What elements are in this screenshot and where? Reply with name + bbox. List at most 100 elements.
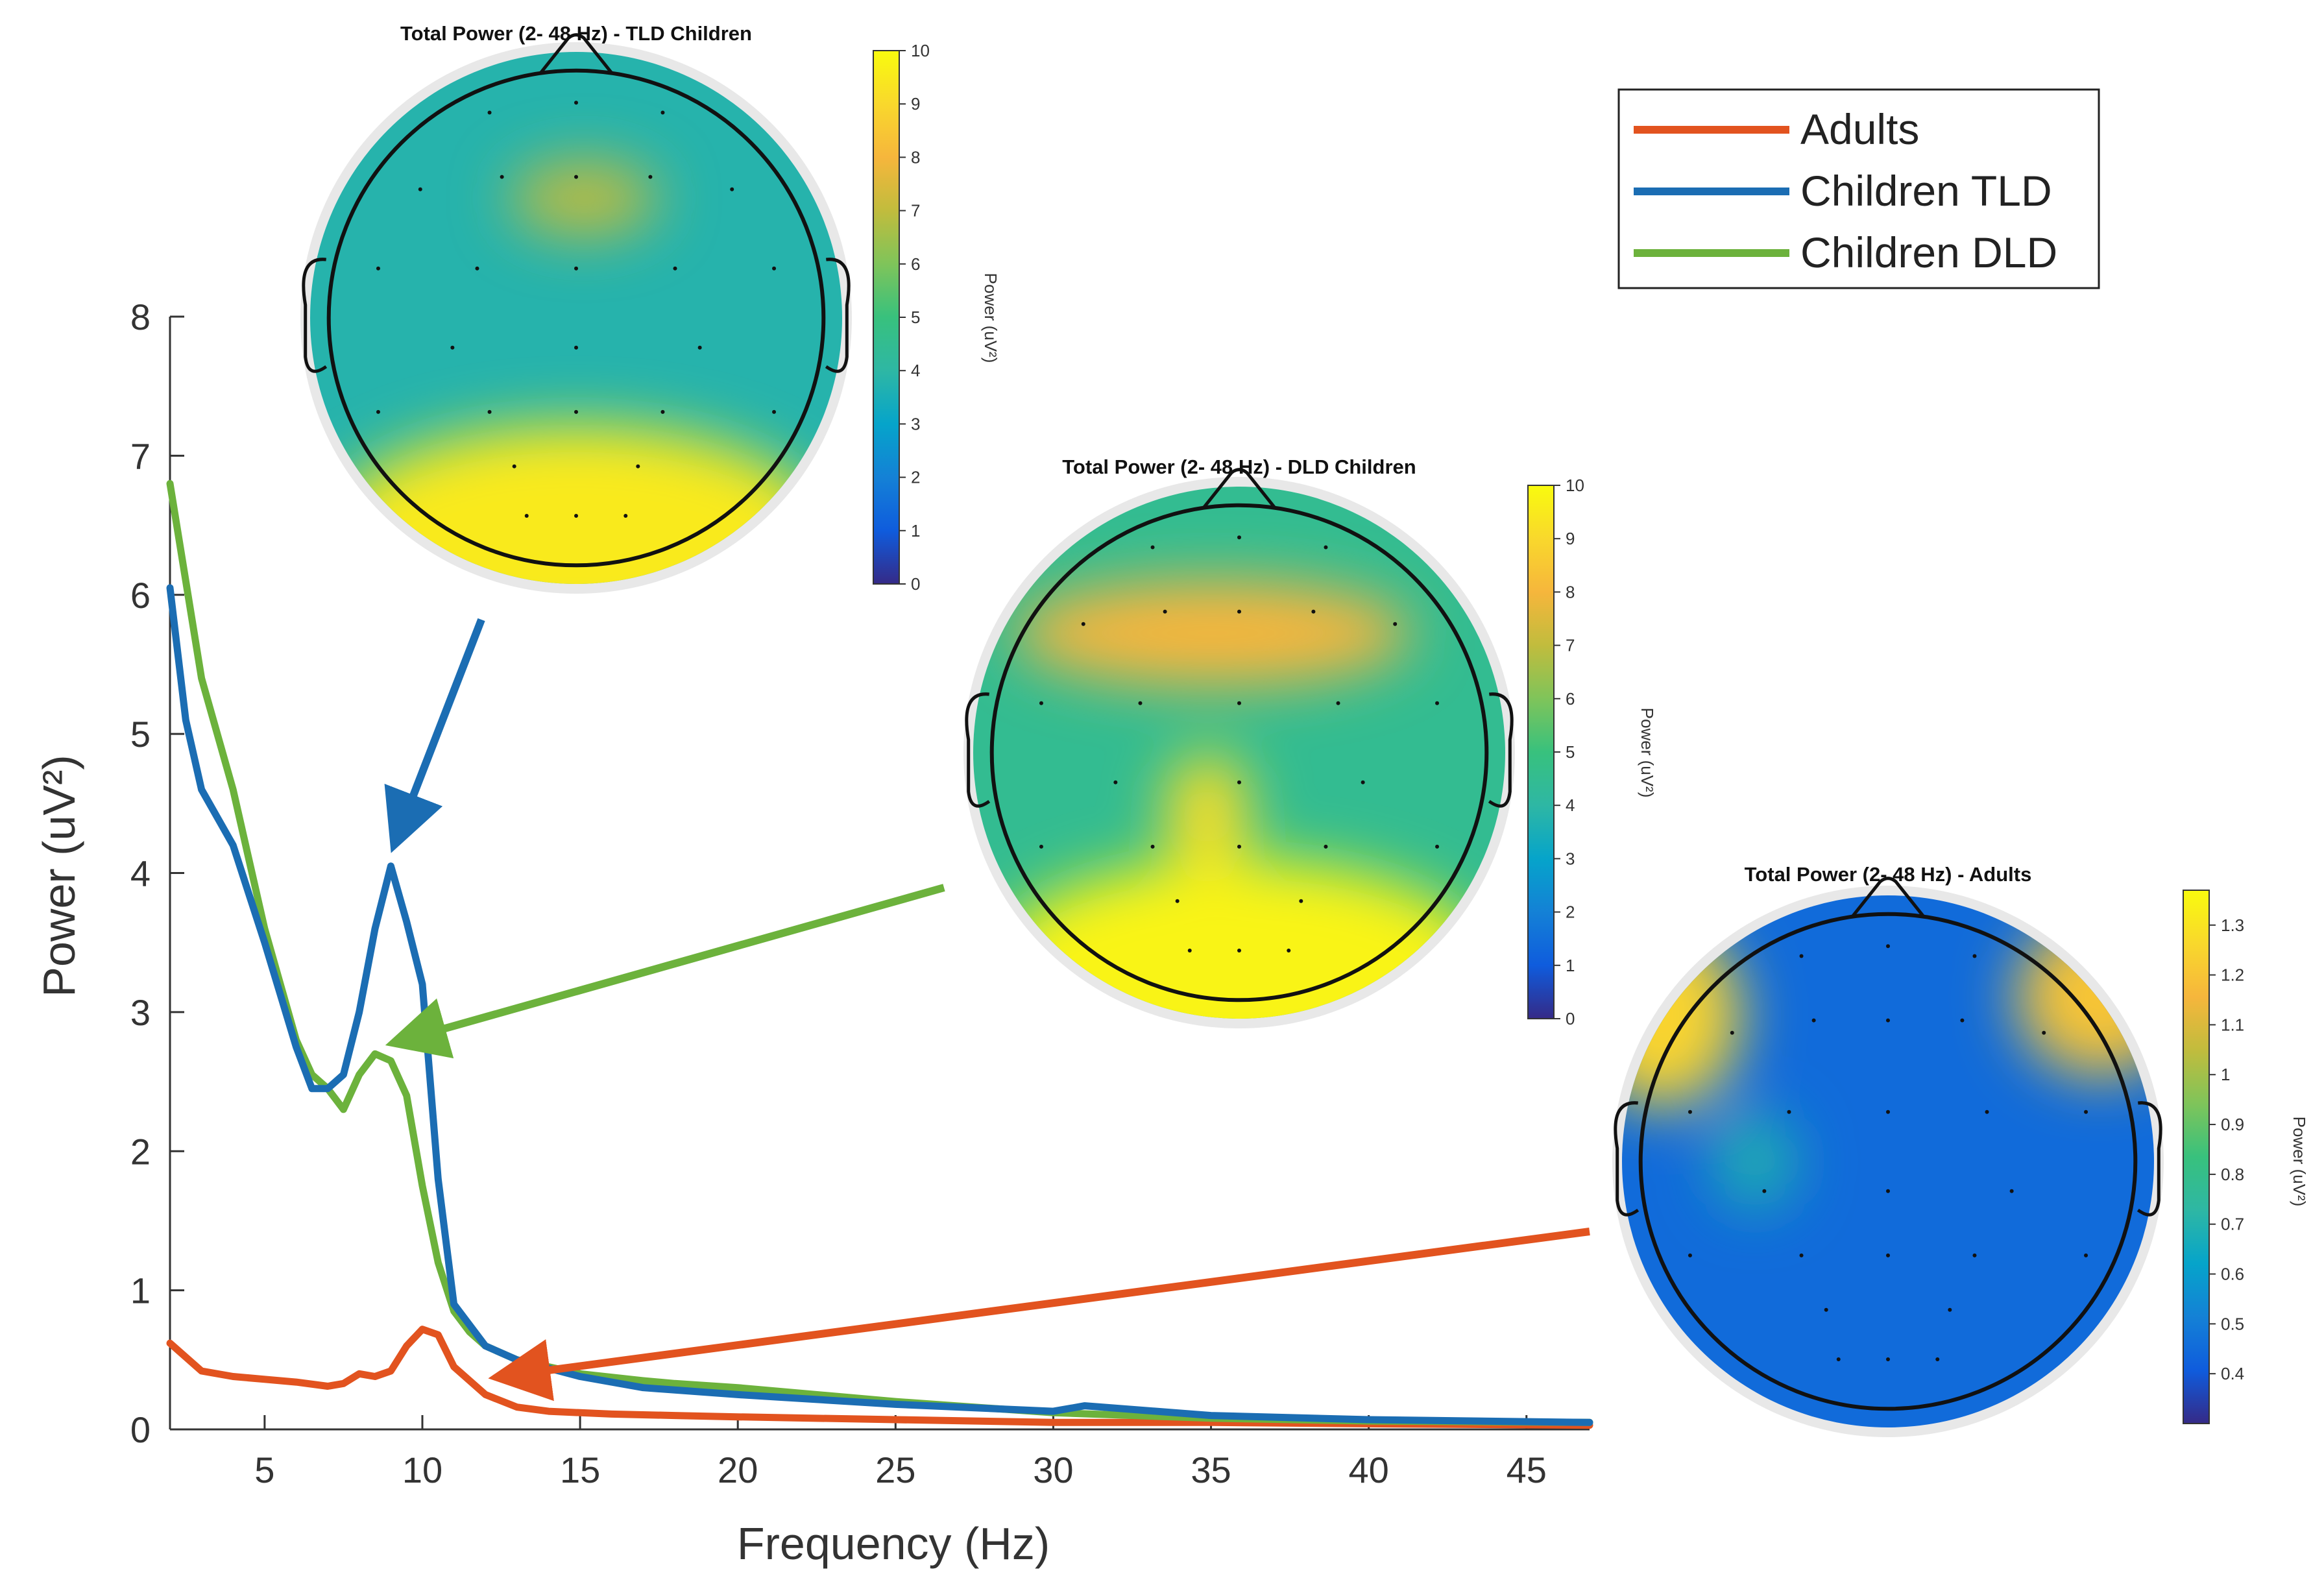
electrode-marker <box>1762 1189 1767 1193</box>
electrode-marker <box>1081 622 1085 626</box>
colorbar-tick-label: 6 <box>1566 689 1575 709</box>
topomap-blob-frontal <box>1013 579 1412 686</box>
colorbar-tick-label: 10 <box>1566 476 1584 495</box>
colorbar-tick-label: 9 <box>911 94 920 114</box>
arrow-adults-to-curve <box>488 1228 1590 1401</box>
electrode-marker <box>1138 701 1143 705</box>
electrode-marker <box>376 409 380 414</box>
electrode-marker <box>1039 844 1043 849</box>
electrode-marker <box>1150 545 1155 550</box>
nose-outline <box>1202 468 1276 509</box>
electrode-marker <box>1324 545 1328 550</box>
colorbar-tld-label: Power (uV²) <box>981 273 1000 363</box>
electrode-marker <box>574 514 578 518</box>
topomap-dld-title: Total Power (2- 48 Hz) - DLD Children <box>1062 455 1416 478</box>
colorbar-tick-label: 1.3 <box>2221 916 2244 935</box>
electrode-marker <box>1237 609 1241 614</box>
electrode-marker <box>376 266 380 271</box>
y-tick-label: 3 <box>130 992 151 1033</box>
colorbar-tick-label: 1.1 <box>2221 1015 2244 1034</box>
colorbar-tick-label: 9 <box>1566 529 1575 548</box>
electrode-marker <box>450 345 455 350</box>
electrode-marker <box>2084 1253 2088 1257</box>
colorbar-tick-label: 2 <box>1566 903 1575 922</box>
electrode-marker <box>1799 1253 1804 1257</box>
electrode-marker <box>730 187 734 191</box>
y-tick-label: 2 <box>130 1131 151 1172</box>
electrode-marker <box>1435 844 1440 849</box>
colorbar-tick-label: 0.4 <box>2221 1364 2244 1383</box>
colorbar-tick-label: 7 <box>1566 636 1575 655</box>
electrode-marker <box>1886 1018 1890 1023</box>
colorbar-tick-label: 0 <box>1566 1009 1575 1028</box>
colorbar-tick-label: 5 <box>1566 742 1575 762</box>
x-tick-label: 25 <box>875 1450 915 1490</box>
topomap-blob-temporal-left <box>1715 1113 1795 1209</box>
electrode-marker <box>1237 844 1241 849</box>
electrode-marker <box>2042 1030 2046 1035</box>
legend-label-children-dld: Children DLD <box>1800 228 2057 276</box>
y-tick-label: 6 <box>130 575 151 616</box>
colorbar-gradient <box>1527 485 1555 1019</box>
topomap-tld-children: Total Power (2- 48 Hz) - TLD Children 01… <box>300 22 1000 594</box>
electrode-marker <box>1972 954 1977 958</box>
electrode-marker <box>1886 944 1890 949</box>
electrode-marker <box>648 175 653 179</box>
electrode-marker <box>1187 949 1192 953</box>
electrode-marker <box>772 266 777 271</box>
arrow-tld-to-peak <box>384 618 485 853</box>
x-tick-label: 45 <box>1507 1450 1547 1490</box>
electrode-marker <box>1985 1110 1989 1114</box>
colorbar-tick-label: 0.5 <box>2221 1314 2244 1333</box>
electrode-marker <box>1324 844 1328 849</box>
electrode-marker <box>1948 1307 1952 1312</box>
left-ear-outline <box>302 258 328 373</box>
electrode-marker <box>1688 1253 1692 1257</box>
electrode-marker <box>1237 780 1241 784</box>
topomap-dld-children: Total Power (2- 48 Hz) - DLD Children 0 1… <box>963 455 1657 1028</box>
colorbar-tick-label: 0 <box>911 574 920 594</box>
head-outline <box>326 68 826 568</box>
electrode-marker <box>574 345 578 350</box>
electrode-marker <box>1237 949 1241 953</box>
colorbar-adults: 0.4 0.5 0.6 0.7 0.8 0.9 1 1.1 1.2 1.3 <box>2183 890 2244 1424</box>
colorbar-adults-label: Power (uV²) <box>2290 1117 2309 1207</box>
electrode-marker <box>660 409 665 414</box>
electrode-marker <box>1361 780 1365 784</box>
electrode-marker <box>636 464 640 468</box>
y-tick-label: 8 <box>130 297 151 337</box>
electrode-marker <box>574 266 578 271</box>
series-line-children-tld <box>166 584 1593 1426</box>
colorbar-tick-label: 7 <box>911 201 920 221</box>
electrode-marker <box>1287 949 1291 953</box>
electrode-marker <box>487 409 492 414</box>
topomap-adults: Total Power (2- 48 Hz) - Adults 0.40.50.… <box>1612 863 2309 1437</box>
electrode-marker <box>512 464 516 468</box>
x-tick-label: 15 <box>560 1450 600 1490</box>
x-tick-label: 30 <box>1033 1450 1073 1490</box>
colorbar-tick-label: 0.6 <box>2221 1265 2244 1284</box>
y-tick-label: 5 <box>130 714 151 755</box>
x-tick-label: 5 <box>254 1450 274 1490</box>
electrode-marker <box>1299 899 1303 903</box>
head-outline <box>989 503 1489 1002</box>
electrode-marker <box>1972 1253 1977 1257</box>
x-tick-label: 10 <box>402 1450 442 1490</box>
electrode-marker <box>2009 1189 2014 1193</box>
x-axis-label: Frequency (Hz) <box>737 1518 1050 1569</box>
electrode-marker <box>1175 899 1180 903</box>
electrode-marker <box>1960 1018 1965 1023</box>
colorbar-tick-label: 0.7 <box>2221 1215 2244 1234</box>
colorbar-tick-label: 8 <box>911 147 920 167</box>
electrode-marker <box>487 110 492 115</box>
electrode-marker <box>475 266 479 271</box>
x-tick-label: 35 <box>1191 1450 1231 1490</box>
x-tick-label: 20 <box>718 1450 758 1490</box>
y-tick-label: 0 <box>130 1409 151 1450</box>
series-line-adults <box>166 1326 1593 1429</box>
electrode-marker <box>1150 844 1155 849</box>
electrode-marker <box>1886 1357 1890 1362</box>
topomap-blob-occipital <box>986 859 1492 1019</box>
